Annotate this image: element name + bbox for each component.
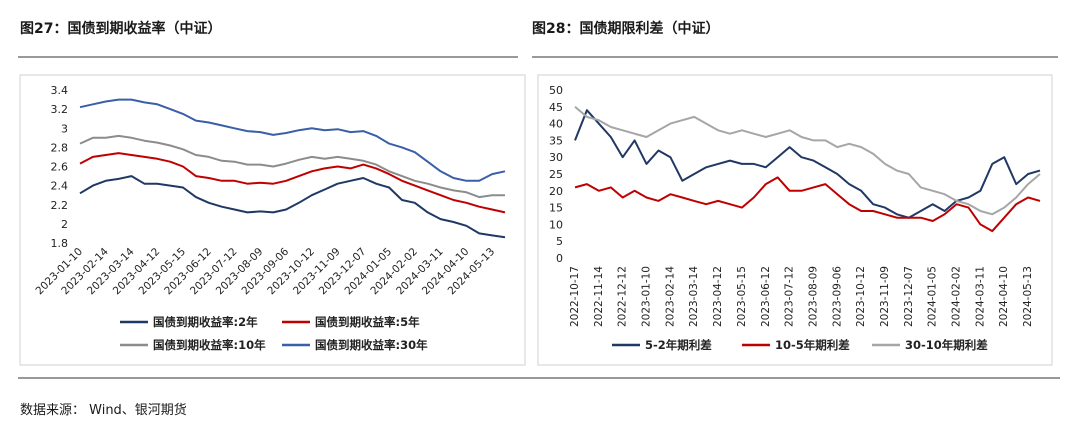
x-tick-label: 2024-03-11 (974, 266, 986, 327)
series-line (574, 109, 1041, 219)
y-tick-label: 10 (549, 218, 563, 231)
x-tick-label: 2023-05-15 (736, 266, 748, 327)
legend-label: 国债到期收益率:10年 (153, 338, 266, 352)
y-tick-label: 2.4 (51, 180, 69, 193)
y-tick-label: 2.6 (51, 161, 69, 174)
legend-label: 国债到期收益率:5年 (315, 315, 420, 329)
x-tick-label: 2023-06-12 (760, 266, 772, 327)
x-tick-label: 2024-05-13 (1022, 266, 1034, 327)
y-tick-label: 3 (61, 122, 68, 135)
x-tick-label: 2022-11-14 (593, 266, 605, 327)
panel (537, 74, 1053, 366)
y-tick-label: 2.8 (51, 141, 69, 154)
x-tick-label: 2023-11-09 (879, 266, 891, 327)
y-tick-label: 25 (549, 168, 563, 181)
series-line (79, 134, 505, 199)
series-line (574, 176, 1041, 233)
y-tick-label: 5 (556, 235, 563, 248)
legend-label: 国债到期收益率:2年 (153, 315, 258, 329)
chart-title: 图27：国债到期收益率（中证） (20, 20, 221, 37)
x-tick-label: 2023-04-12 (712, 266, 724, 327)
x-tick-label: 2023-09-06 (831, 266, 843, 327)
x-tick-label: 2023-01-10 (641, 266, 653, 327)
legend-label: 30-10年期利差 (905, 338, 988, 352)
x-tick-label: 2023-03-14 (688, 266, 700, 327)
y-tick-label: 40 (549, 118, 563, 131)
y-tick-label: 3.4 (51, 84, 69, 97)
x-tick-label: 2024-04-10 (998, 266, 1010, 327)
panel (19, 74, 526, 366)
x-tick-label: 2022-12-12 (617, 266, 629, 327)
series-line (79, 152, 506, 214)
x-tick-label: 2023-10-12 (855, 266, 867, 327)
y-tick-label: 0 (556, 252, 563, 265)
x-tick-label: 2023-02-14 (664, 266, 676, 327)
series-line (79, 98, 506, 182)
y-tick-label: 30 (549, 151, 563, 164)
x-tick-label: 2024-01-05 (927, 266, 939, 327)
y-tick-label: 3.2 (51, 103, 69, 116)
y-tick-label: 2 (61, 218, 68, 231)
y-tick-label: 20 (549, 185, 563, 198)
x-tick-label: 2023-08-09 (807, 266, 819, 327)
source: 数据来源： Wind、银河期货 (20, 402, 187, 418)
y-tick-label: 15 (549, 202, 563, 215)
y-tick-label: 50 (549, 84, 563, 97)
y-tick-label: 35 (549, 134, 563, 147)
x-tick-label: 2022-10-17 (569, 266, 581, 327)
chart-title: 图28：国债期限利差（中证） (532, 20, 719, 37)
series-line (79, 175, 506, 239)
x-tick-label: 2023-12-07 (903, 266, 915, 327)
y-tick-label: 2.2 (51, 199, 69, 212)
series-line (574, 106, 1041, 216)
x-tick-label: 2024-02-02 (951, 266, 963, 327)
legend-label: 5-2年期利差 (645, 338, 712, 352)
legend-label: 10-5年期利差 (775, 338, 850, 352)
x-tick-label: 2023-07-12 (784, 266, 796, 327)
y-tick-label: 45 (549, 101, 563, 114)
legend-label: 国债到期收益率:30年 (315, 338, 428, 352)
y-tick-label: 1.8 (51, 237, 69, 250)
